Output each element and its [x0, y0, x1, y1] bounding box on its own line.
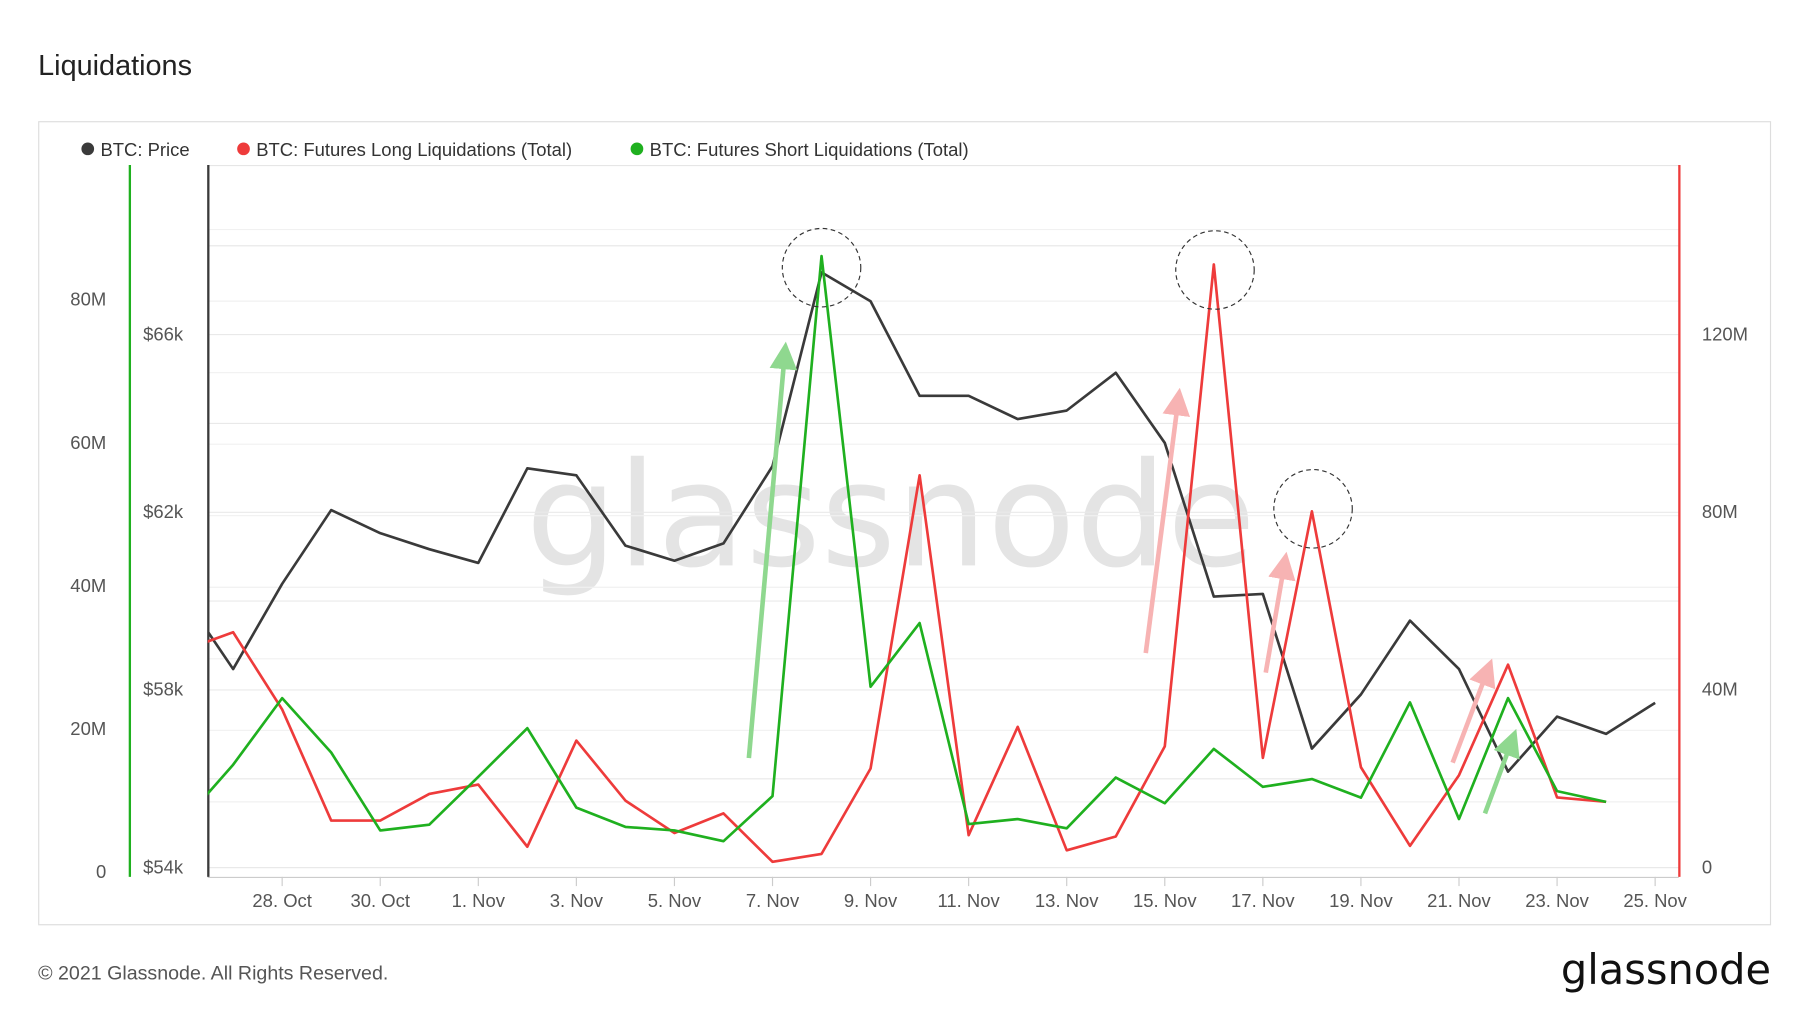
short-axis-tick-label: 40M — [70, 575, 106, 596]
x-tick-label: 9. Nov — [844, 890, 898, 911]
copyright: © 2021 Glassnode. All Rights Reserved. — [38, 963, 388, 985]
gridlines — [207, 229, 1679, 869]
x-tick-label: 19. Nov — [1329, 890, 1393, 911]
axis-ticks: 28. Oct 30. Oct 1. Nov 3. Nov 5. Nov 7. Nov 9.… — [70, 289, 1748, 911]
x-tick-label: 11. Nov — [938, 890, 1001, 911]
glassnode-logo[interactable]: glassnode — [1561, 945, 1771, 994]
x-tick-label: 25. Nov — [1623, 890, 1687, 911]
x-tick-label: 23. Nov — [1525, 890, 1589, 911]
x-tick-label: 30. Oct — [350, 890, 410, 911]
short-liquidations-line — [207, 254, 1607, 843]
x-tick-label: 28. Oct — [252, 890, 312, 911]
x-tick-label: 3. Nov — [550, 890, 604, 911]
short-axis-tick-label: 60M — [70, 432, 106, 453]
watermark: glassnode — [526, 432, 1256, 600]
x-tick-label: 15. Nov — [1133, 890, 1197, 911]
legend: BTC: Price BTC: Futures Long Liquidation… — [81, 139, 969, 160]
chart-frame — [38, 121, 1772, 926]
annotation-arrow-up-icon — [746, 341, 798, 759]
price-axis-tick-label: $66k — [143, 323, 184, 344]
long-axis-tick-label: 80M — [1702, 501, 1738, 522]
short-axis-tick-label: 20M — [70, 718, 106, 739]
x-tick-label: 21. Nov — [1427, 890, 1491, 911]
legend-label-short: BTC: Futures Short Liquidations (Total) — [650, 139, 969, 160]
legend-item-short[interactable]: BTC: Futures Short Liquidations (Total) — [630, 139, 969, 160]
annotations — [746, 227, 1520, 815]
annotation-arrow-up-icon — [1143, 387, 1191, 654]
legend-item-long[interactable]: BTC: Futures Long Liquidations (Total) — [237, 139, 572, 160]
x-tick-label: 17. Nov — [1231, 890, 1295, 911]
annotation-circle — [1175, 230, 1255, 310]
x-tick-label: 7. Nov — [746, 890, 800, 911]
page-title: Liquidations — [38, 50, 192, 82]
price-axis-tick-label: $62k — [143, 501, 184, 522]
annotation-arrow-up-icon — [1482, 728, 1520, 815]
annotation-circle — [781, 227, 862, 308]
price-axis-tick-label: $58k — [143, 679, 184, 700]
annotation-arrow-up-icon — [1450, 658, 1496, 764]
legend-label-price: BTC: Price — [100, 139, 189, 160]
short-axis-tick-label: 0 — [96, 861, 106, 882]
x-tick-label: 1. Nov — [452, 890, 506, 911]
annotation-circle — [1273, 469, 1353, 549]
legend-dot-long — [237, 142, 250, 156]
legend-item-price[interactable]: BTC: Price — [81, 139, 190, 160]
annotation-arrow-up-icon — [1263, 551, 1296, 674]
long-axis-tick-label: 120M — [1702, 323, 1748, 344]
long-axis-tick-label: 0 — [1702, 856, 1712, 877]
x-tick-label: 13. Nov — [1035, 890, 1099, 911]
x-tick-label: 5. Nov — [648, 890, 702, 911]
legend-dot-price — [81, 142, 95, 156]
price-axis-tick-label: $54k — [143, 856, 184, 877]
long-axis-tick-label: 40M — [1702, 679, 1738, 700]
series-lines — [207, 254, 1656, 864]
legend-dot-short — [630, 142, 644, 156]
legend-label-long: BTC: Futures Long Liquidations (Total) — [256, 139, 572, 160]
short-axis-tick-label: 80M — [70, 289, 106, 310]
